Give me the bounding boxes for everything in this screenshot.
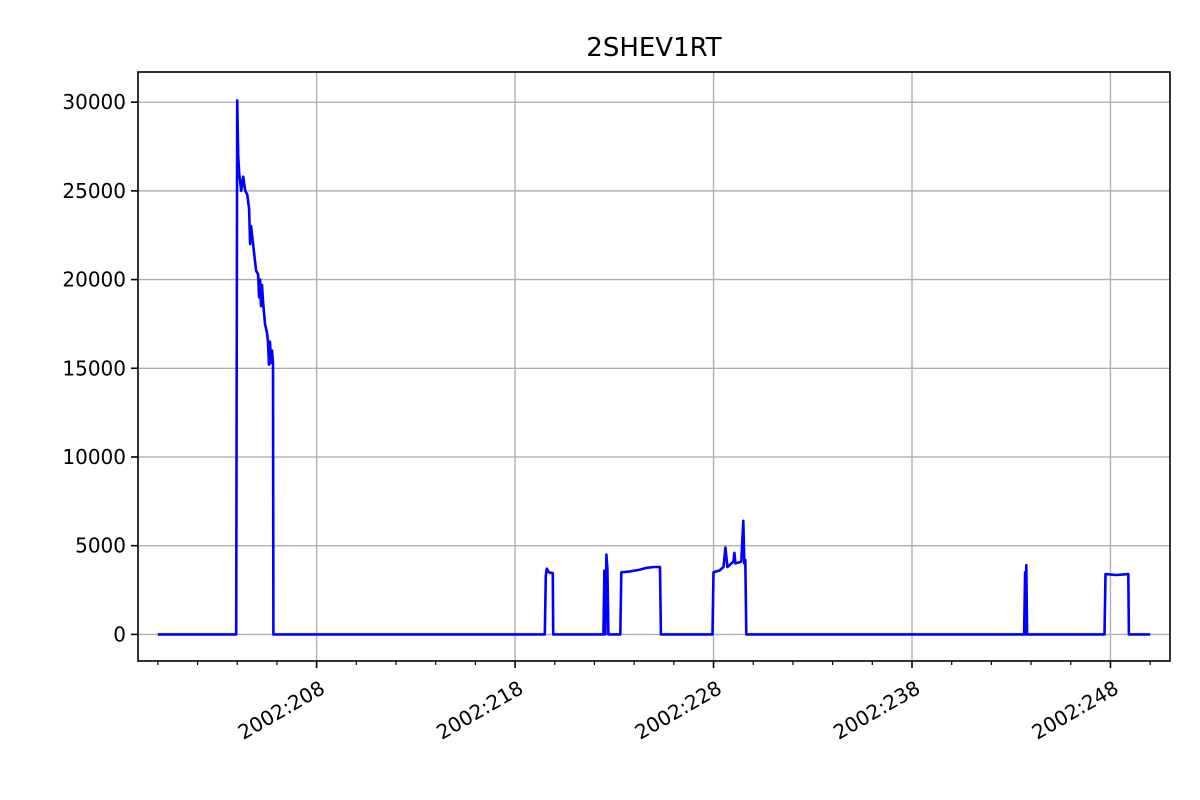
series-line: [157, 99, 1151, 636]
grid: [138, 72, 1170, 661]
y-tick-label: 5000: [75, 534, 126, 558]
plot-frame: [137, 71, 1171, 662]
chart-title: 2SHEV1RT: [586, 33, 722, 63]
y-tick-label: 30000: [62, 90, 126, 114]
y-tick-label: 0: [113, 622, 126, 646]
y-tick-label: 15000: [62, 356, 126, 380]
y-tick-label: 10000: [62, 445, 126, 469]
series-layer: [157, 99, 1151, 636]
y-tick-label: 20000: [62, 268, 126, 292]
y-tick-label: 25000: [62, 179, 126, 203]
